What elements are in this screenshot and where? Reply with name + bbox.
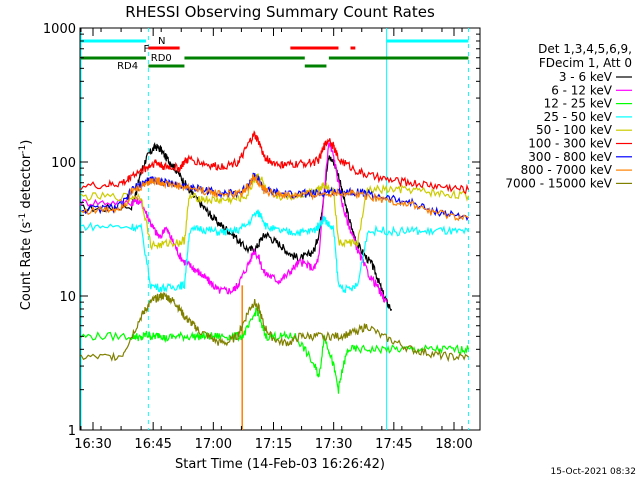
series-line-8 (80, 291, 469, 363)
series-line-2 (80, 307, 469, 394)
legend-label-1: 6 - 12 keV (551, 83, 613, 97)
x-tick-label-3: 17:15 (255, 437, 292, 452)
plot-content (80, 28, 469, 430)
plot-frame (79, 27, 481, 431)
series-line-0 (80, 142, 392, 311)
x-axis: 16:30 16:45 17:00 17:15 17:30 17:45 18:00 (74, 28, 473, 452)
x-axis-label: Start Time (14-Feb-03 16:26:42) (175, 457, 385, 472)
x-tick-label-0: 16:30 (74, 437, 111, 452)
legend-label-6: 300 - 800 keV (528, 150, 612, 164)
y-tick-label-2: 100 (51, 156, 76, 171)
y-axis-label-mid: detector (19, 153, 34, 213)
legend-header-line-1: Det 1,3,4,5,6,9, (538, 42, 632, 56)
y-axis-label-main: Count Rate (s (19, 222, 34, 311)
series-line-5 (80, 130, 469, 195)
x-tick-label-2: 17:00 (195, 437, 232, 452)
y-axis-label-end: ) (19, 140, 34, 145)
y-tick-label-0: 1 (68, 424, 76, 439)
y-tick-label-1: 10 (59, 290, 76, 305)
legend-label-4: 50 - 100 keV (536, 123, 613, 137)
timestamp: 15-Oct-2021 08:32 (551, 467, 636, 477)
f-label: F (144, 44, 150, 55)
y-axis-label-sup2: -1 (18, 145, 28, 154)
y-axis-label: Count Rate (s-1 detector-1) (18, 140, 34, 311)
legend-header-line-2: FDecim 1, Att 0 (539, 56, 632, 70)
rd4-label: RD4 (117, 61, 138, 72)
y-axis-label-sup1: -1 (18, 213, 28, 222)
legend-label-0: 3 - 6 keV (559, 70, 613, 84)
chart-title: RHESSI Observing Summary Count Rates (125, 3, 435, 21)
series-line-3 (80, 209, 469, 294)
x-tick-label-4: 17:30 (315, 437, 352, 452)
series-line-7 (80, 174, 469, 222)
legend: Det 1,3,4,5,6,9, FDecim 1, Att 0 3 - 6 k… (505, 42, 632, 190)
series-line-1 (80, 141, 388, 303)
y-axis: 1 10 100 1000 (43, 22, 480, 439)
x-tick-label-6: 18:00 (435, 437, 472, 452)
rd0-label: RD0 (151, 53, 172, 64)
legend-label-2: 12 - 25 keV (544, 97, 613, 111)
y-tick-label-3: 1000 (43, 22, 76, 37)
x-tick-label-1: 16:45 (134, 437, 171, 452)
legend-label-8: 7000 - 15000 keV (505, 176, 612, 190)
legend-label-7: 800 - 7000 keV (521, 163, 613, 177)
x-tick-label-5: 17:45 (375, 437, 412, 452)
legend-label-3: 25 - 50 keV (544, 110, 613, 124)
n-label: N (158, 36, 165, 47)
legend-label-5: 100 - 300 keV (528, 137, 612, 151)
